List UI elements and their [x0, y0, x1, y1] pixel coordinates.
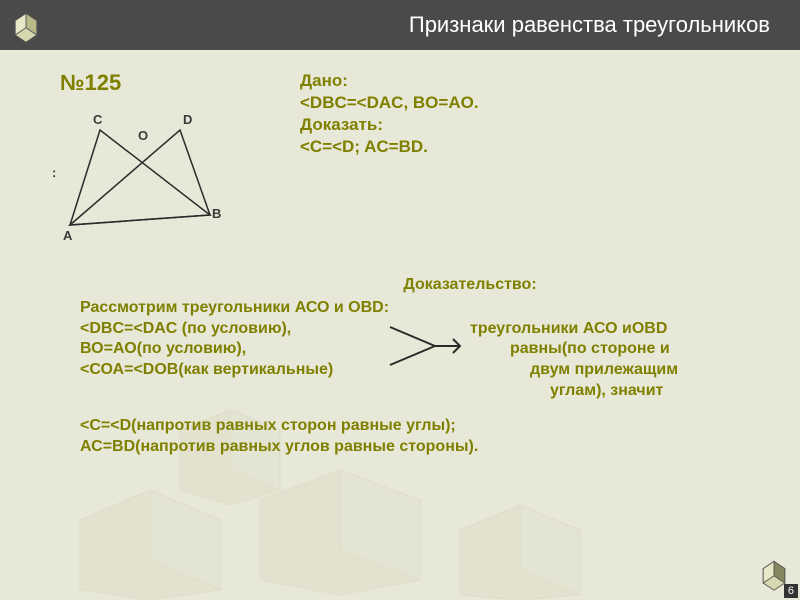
proof-right3: двум прилежащим: [530, 360, 760, 381]
label-colon: :: [52, 165, 56, 180]
diagram: : C D O A B: [60, 110, 230, 240]
proof-left2: ВО=АО(по условию),: [80, 339, 380, 360]
proof-row: <DBC=<DAC (по условию), ВО=АО(по условию…: [80, 319, 760, 402]
label-D: D: [183, 112, 192, 127]
label-B: B: [212, 206, 221, 221]
proof-right1: треугольники АСО иОВD: [470, 319, 760, 340]
given-l1: Дано:: [300, 70, 479, 92]
proof-block: Доказательство: Рассмотрим треугольники …: [80, 275, 760, 457]
label-O: O: [138, 128, 148, 143]
page-number: 6: [784, 584, 798, 598]
proof-right4: углам), значит: [550, 381, 760, 402]
header: Признаки равенства треугольников: [0, 0, 800, 50]
implies-arrow-icon: [385, 319, 465, 374]
given-l4: <C=<D; AC=BD.: [300, 136, 479, 158]
proof-left1: <DBC=<DAC (по условию),: [80, 319, 380, 340]
given-block: Дано: <DBC=<DAC, BO=AO. Доказать: <C=<D;…: [300, 70, 479, 158]
proof-intro: Рассмотрим треугольники АСО и ОВD:: [80, 298, 760, 319]
proof-left3: <СОА=<DOВ(как вертикальные): [80, 360, 380, 381]
proof-concl1: <С=<D(напротив равных сторон равные углы…: [80, 416, 760, 437]
proof-title: Доказательство:: [180, 275, 760, 296]
label-C: C: [93, 112, 102, 127]
cube-icon-tl: [8, 8, 44, 44]
given-l3: Доказать:: [300, 114, 479, 136]
given-l2: <DBC=<DAC, BO=AO.: [300, 92, 479, 114]
proof-right2: равны(по стороне и: [510, 339, 760, 360]
proof-right-col: треугольники АСО иОВD равны(по стороне и…: [470, 319, 760, 402]
content: №125 : C D O A B Дано: <DBC=<DAC, BO=AO.…: [0, 50, 800, 116]
proof-left-col: <DBC=<DAC (по условию), ВО=АО(по условию…: [80, 319, 380, 381]
label-A: A: [63, 228, 72, 243]
header-title: Признаки равенства треугольников: [409, 12, 770, 38]
proof-concl2: АС=ВD(напротив равных углов равные сторо…: [80, 437, 760, 458]
